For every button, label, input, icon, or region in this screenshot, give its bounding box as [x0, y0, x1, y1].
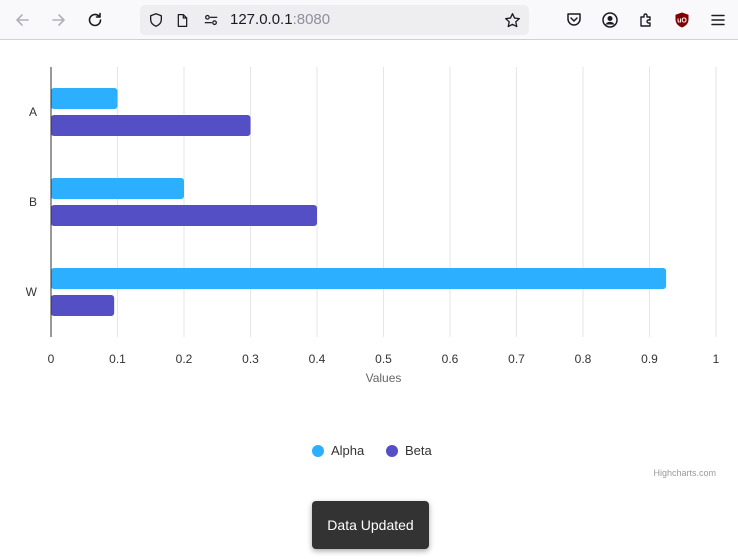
legend-label-beta: Beta [405, 443, 432, 458]
extensions-button[interactable] [634, 8, 658, 32]
bar-chart: A B W 0 0.1 0.2 0.3 0.4 0.5 0.6 0.7 0.8 0.9 1 Values [26, 67, 720, 385]
back-arrow-icon [16, 14, 29, 26]
account-button[interactable] [598, 8, 622, 32]
legend-swatch-beta [386, 444, 398, 457]
x-tick-label: 0.2 [176, 352, 193, 366]
category-label: B [29, 195, 37, 209]
toast-notification: Data Updated [312, 501, 429, 549]
legend-item-beta[interactable]: Beta [386, 443, 432, 458]
extensions-icon [640, 13, 651, 27]
browser-toolbar: 127.0.0.1:8080 uO [0, 0, 738, 40]
bar-series [51, 88, 667, 316]
pocket-icon [567, 13, 581, 26]
account-icon [602, 12, 618, 28]
value-tick-labels: 0 0.1 0.2 0.3 0.4 0.5 0.6 0.7 0.8 0.9 1 [48, 352, 720, 366]
url-host: 127.0.0.1 [230, 11, 293, 28]
x-tick-label: 0 [48, 352, 55, 366]
pocket-button[interactable] [562, 8, 586, 32]
x-tick-label: 0.5 [375, 352, 392, 366]
back-button[interactable] [10, 8, 34, 32]
legend-item-alpha[interactable]: Alpha [312, 443, 364, 458]
ublock-button[interactable]: uO [670, 8, 694, 32]
x-tick-label: 0.4 [309, 352, 326, 366]
shield-icon[interactable] [147, 11, 165, 29]
bar-alpha-a[interactable] [51, 88, 118, 109]
category-label: W [26, 285, 38, 299]
page-icon[interactable] [173, 11, 191, 29]
chart-legend: Alpha Beta [0, 443, 738, 463]
svg-text:uO: uO [677, 18, 687, 25]
permissions-icon[interactable] [202, 11, 220, 29]
reload-button[interactable] [83, 8, 107, 32]
reload-icon [88, 12, 102, 27]
bar-alpha-w[interactable] [51, 268, 667, 289]
grid-lines [117, 67, 717, 337]
toast-message: Data Updated [327, 517, 414, 533]
menu-button[interactable] [706, 8, 730, 32]
bar-beta-a[interactable] [51, 115, 251, 136]
legend-label-alpha: Alpha [331, 443, 365, 458]
forward-button[interactable] [47, 8, 71, 32]
x-tick-label: 0.3 [242, 352, 259, 366]
url-text[interactable]: 127.0.0.1:8080 [230, 12, 330, 28]
bar-beta-w[interactable] [51, 295, 115, 316]
url-port: :8080 [292, 11, 331, 28]
chart-container: A B W 0 0.1 0.2 0.3 0.4 0.5 0.6 0.7 0.8 0.9 1 Values… [0, 41, 738, 501]
x-axis-title: Values [366, 371, 402, 385]
x-tick-label: 1 [713, 352, 720, 366]
x-tick-label: 0.6 [442, 352, 459, 366]
legend-swatch-alpha [312, 444, 324, 457]
x-tick-label: 0.7 [508, 352, 525, 366]
menu-icon [711, 14, 725, 26]
category-labels: A B W [26, 105, 38, 299]
x-tick-label: 0.8 [575, 352, 592, 366]
url-bar[interactable]: 127.0.0.1:8080 [140, 5, 529, 35]
chart-credits[interactable]: Highcharts.com [653, 468, 716, 478]
x-tick-label: 0.1 [109, 352, 126, 366]
bar-alpha-b[interactable] [51, 178, 184, 199]
x-tick-label: 0.9 [641, 352, 658, 366]
ublock-icon: uO [675, 12, 689, 28]
bookmark-star-icon[interactable] [503, 11, 521, 29]
forward-arrow-icon [52, 14, 65, 26]
category-label: A [29, 105, 37, 119]
bar-beta-b[interactable] [51, 205, 317, 226]
